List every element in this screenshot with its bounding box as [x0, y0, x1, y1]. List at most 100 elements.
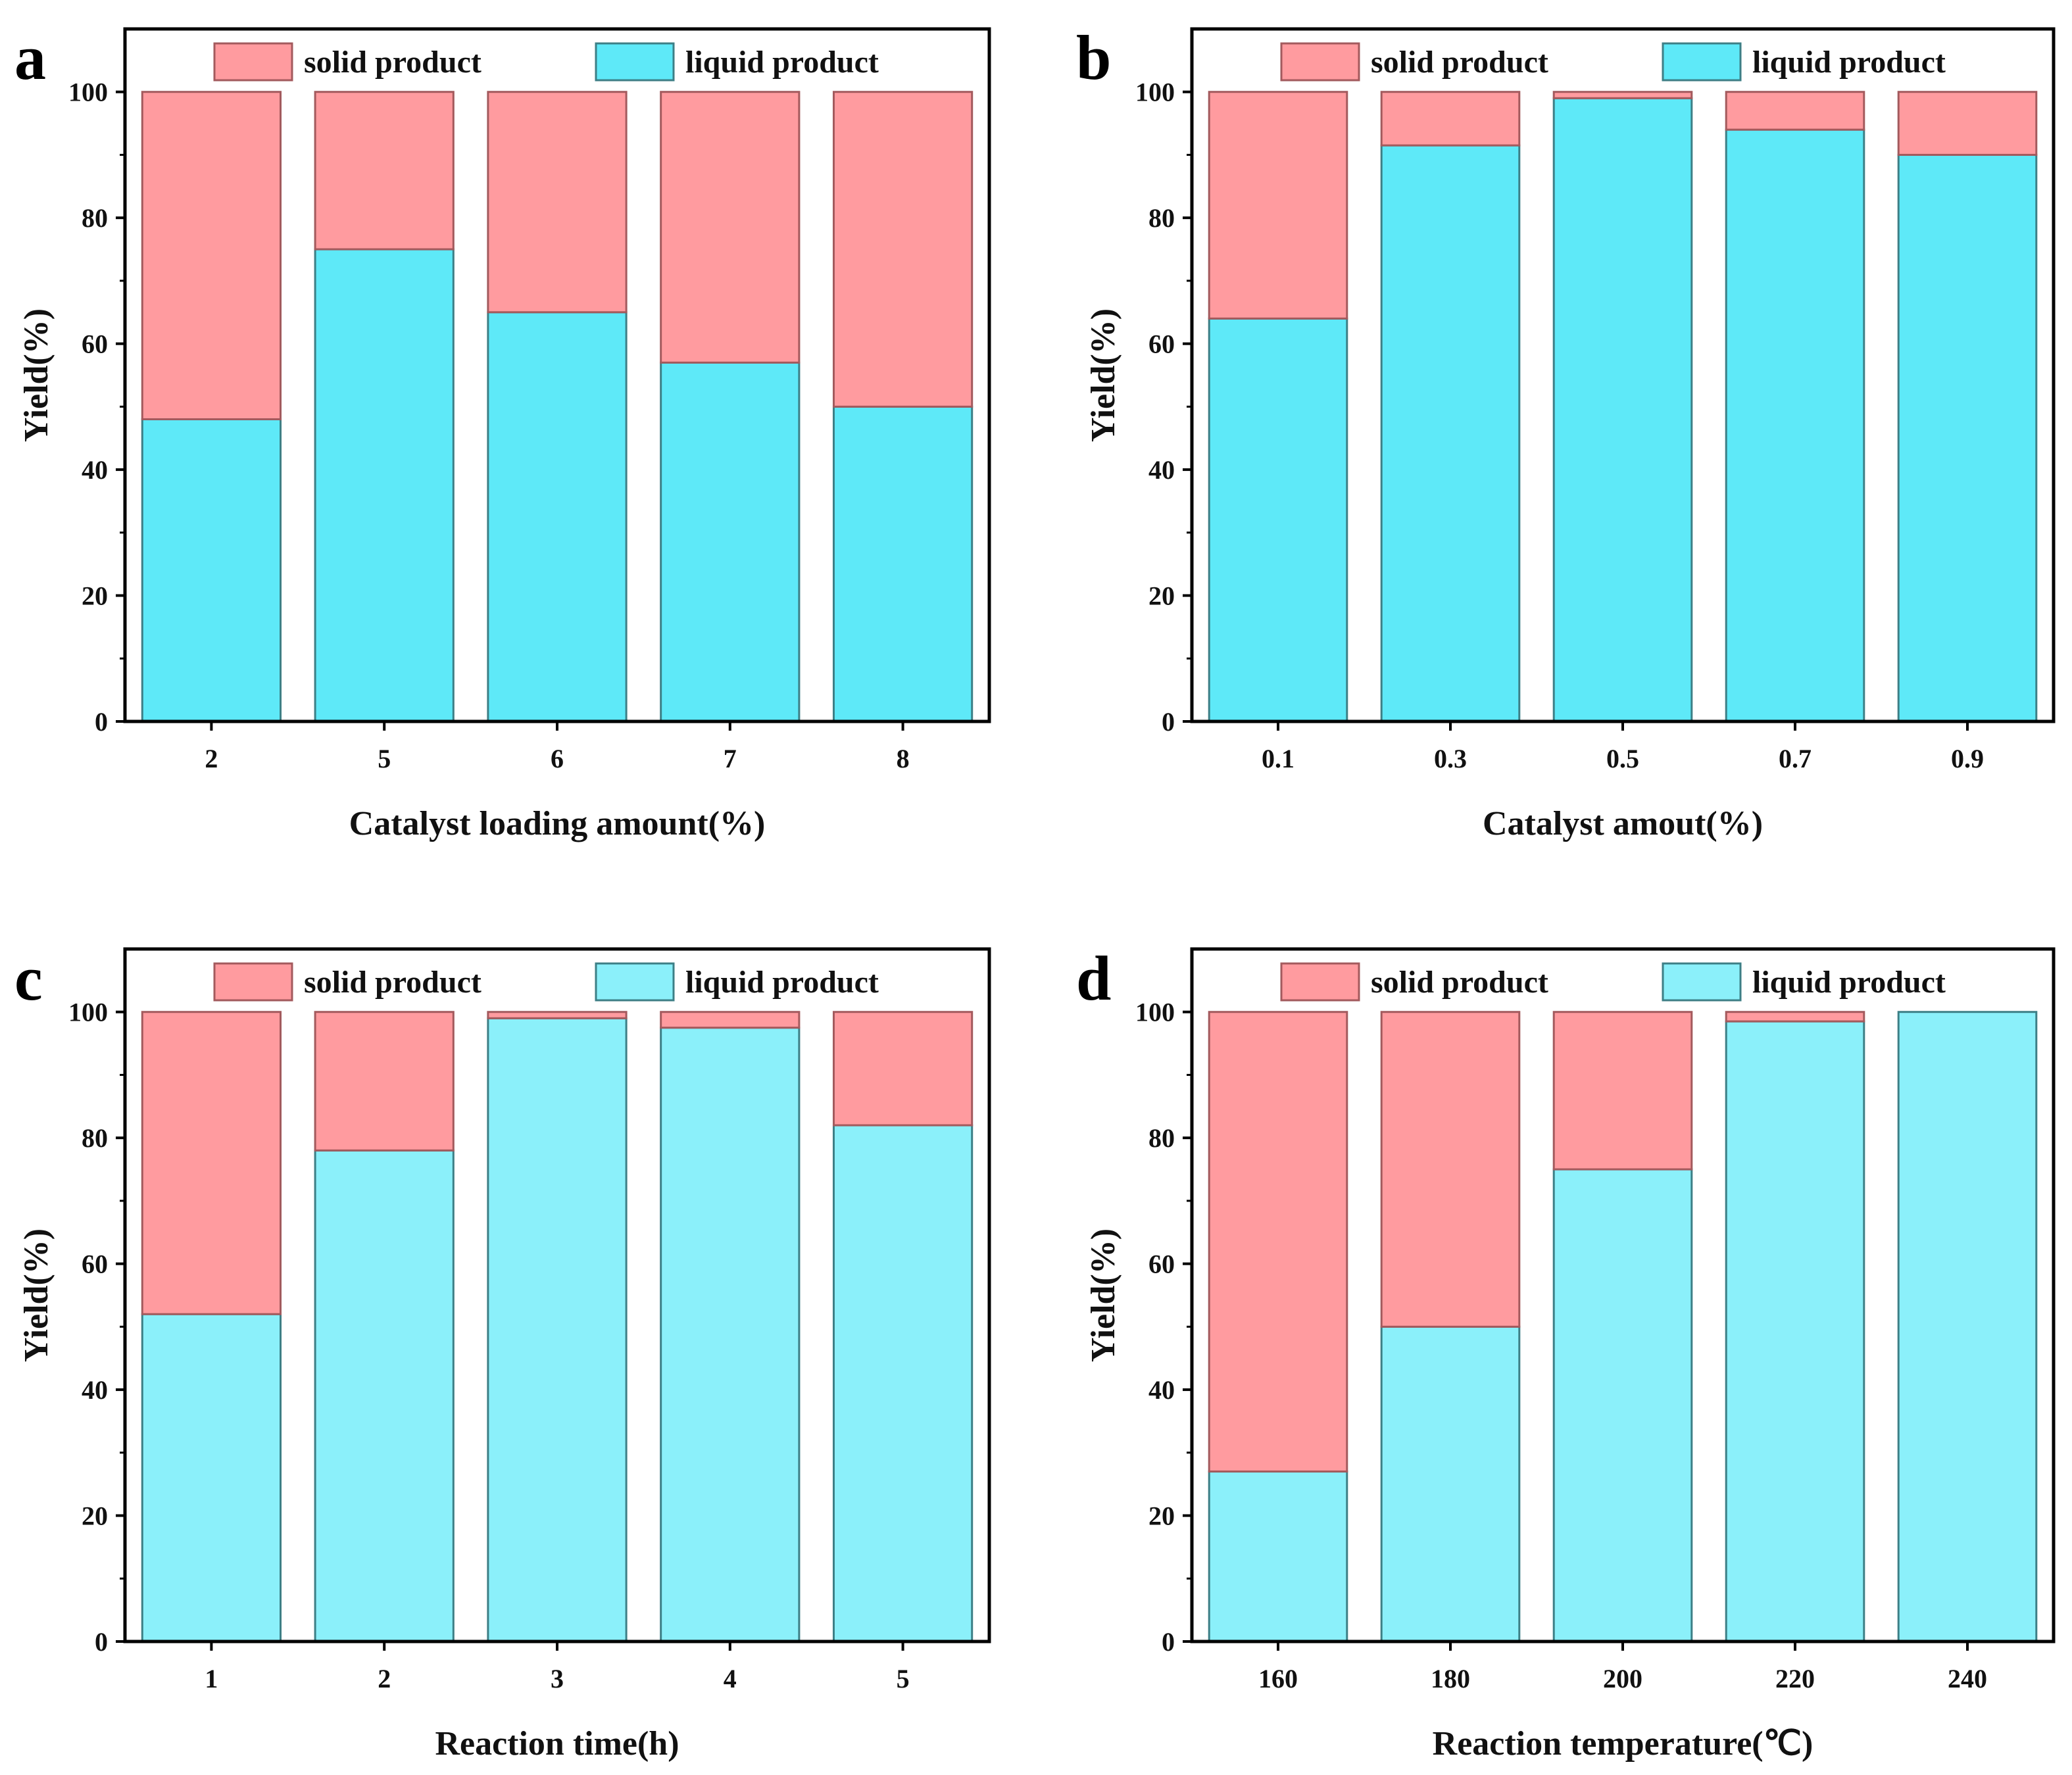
bar-liquid-5	[832, 1124, 974, 1643]
bar-liquid-1	[141, 1313, 282, 1643]
bar-liquid-5	[314, 248, 455, 723]
bar-liquid-0.3	[1380, 144, 1521, 723]
bar-solid-7	[660, 91, 801, 364]
bar-solid-6	[487, 91, 628, 314]
panel-label: c	[14, 943, 43, 1013]
y-tick-label: 40	[1148, 455, 1175, 485]
x-tick-label: 0.3	[1434, 744, 1467, 773]
bar-liquid-160	[1208, 1471, 1348, 1643]
bar-liquid-8	[832, 405, 974, 723]
x-tick-label: 2	[378, 1664, 391, 1693]
bar-liquid-200	[1552, 1168, 1693, 1643]
x-axis-title: Reaction time(h)	[435, 1725, 679, 1763]
panel-label: b	[1076, 22, 1111, 93]
x-tick-label: 0.1	[1262, 744, 1295, 773]
x-axis-title: Catalyst amout(%)	[1483, 805, 1763, 842]
bar-solid-0.1	[1208, 91, 1348, 320]
bar-liquid-180	[1380, 1325, 1521, 1643]
x-tick-label: 6	[551, 744, 564, 773]
bar-solid-200	[1552, 1011, 1693, 1171]
legend-swatch-solid	[213, 42, 293, 82]
y-tick-label: 0	[1162, 707, 1175, 737]
y-tick-label: 80	[82, 1123, 108, 1153]
y-tick-label: 100	[68, 998, 108, 1027]
bar-solid-5	[832, 1011, 974, 1127]
y-tick-label: 40	[82, 1375, 108, 1405]
bars	[1208, 1011, 2038, 1643]
y-tick-label: 60	[82, 329, 108, 359]
bar-solid-2	[141, 91, 282, 421]
y-axis-title: Yield(%)	[18, 1228, 55, 1362]
bar-liquid-0.9	[1897, 153, 2038, 723]
y-tick-label: 100	[1135, 78, 1175, 107]
bar-solid-5	[314, 91, 455, 251]
y-axis-title: Yield(%)	[18, 308, 55, 442]
y-tick-label: 20	[1148, 1501, 1175, 1531]
bar-liquid-3	[487, 1017, 628, 1643]
x-tick-label: 7	[724, 744, 737, 773]
y-tick-label: 0	[1162, 1627, 1175, 1657]
bar-solid-0.3	[1380, 91, 1521, 147]
y-tick-label: 60	[82, 1250, 108, 1279]
bar-liquid-4	[660, 1027, 801, 1643]
bar-solid-3	[487, 1011, 628, 1019]
plot-frame	[123, 27, 991, 723]
y-tick-label: 0	[95, 1627, 108, 1657]
bar-solid-1	[141, 1011, 282, 1315]
y-tick-label: 40	[82, 455, 108, 485]
x-tick-label: 0.5	[1606, 744, 1639, 773]
x-tick-label: 0.9	[1951, 744, 1984, 773]
x-tick-label: 1	[205, 1664, 218, 1693]
y-tick-label: 80	[82, 203, 108, 233]
legend-label-solid: solid product	[304, 965, 481, 1000]
legend-label-liquid: liquid product	[1752, 965, 1946, 1000]
y-tick-label: 80	[1148, 1123, 1175, 1153]
bar-liquid-2	[141, 418, 282, 723]
panel-label: d	[1076, 943, 1111, 1013]
chart-panel-c: c 1 2 3 4 5 0 20 40 60 80 100 Reaction time(h) Yield(…	[14, 943, 991, 1763]
x-tick-label: 2	[205, 744, 218, 773]
x-tick-label: 220	[1775, 1664, 1815, 1693]
bar-solid-2	[314, 1011, 455, 1152]
bar-solid-0.5	[1552, 91, 1693, 99]
x-tick-label: 8	[897, 744, 910, 773]
bar-liquid-240	[1897, 1011, 2038, 1643]
legend-swatch-solid	[1280, 42, 1360, 82]
x-tick-label: 240	[1948, 1664, 1987, 1693]
legend-swatch-solid	[213, 962, 293, 1002]
y-tick-label: 60	[1148, 329, 1175, 359]
legend-swatch-solid	[1280, 962, 1360, 1002]
legend-label-solid: solid product	[304, 45, 481, 80]
plot-frame	[1190, 27, 2056, 723]
bar-solid-220	[1725, 1011, 1865, 1023]
bar-liquid-0.5	[1552, 97, 1693, 723]
x-axis-title: Catalyst loading amount(%)	[349, 805, 766, 842]
legend-label-solid: solid product	[1371, 965, 1548, 1000]
y-tick-label: 60	[1148, 1250, 1175, 1279]
bar-solid-8	[832, 91, 974, 408]
legend-swatch-liquid	[595, 962, 675, 1002]
bar-liquid-6	[487, 311, 628, 723]
legend: solid product liquid product	[213, 962, 879, 1002]
y-tick-label: 0	[95, 707, 108, 737]
chart-panel-d: d 160 180 200 220 240 0 20 40 60 80 100 Reaction tem…	[1076, 943, 2056, 1763]
legend-swatch-liquid	[1662, 42, 1742, 82]
plot-frame	[1190, 947, 2056, 1643]
legend-label-solid: solid product	[1371, 45, 1548, 80]
bar-solid-0.7	[1725, 91, 1865, 131]
x-tick-label: 160	[1258, 1664, 1298, 1693]
y-tick-label: 100	[68, 78, 108, 107]
y-tick-label: 20	[82, 1501, 108, 1531]
y-tick-label: 20	[82, 581, 108, 611]
x-tick-label: 5	[897, 1664, 910, 1693]
panel-label: a	[14, 22, 46, 93]
x-tick-label: 4	[724, 1664, 737, 1693]
bar-liquid-220	[1725, 1020, 1865, 1643]
x-tick-label: 3	[551, 1664, 564, 1693]
bar-liquid-0.1	[1208, 317, 1348, 723]
bar-solid-160	[1208, 1011, 1348, 1473]
legend-swatch-liquid	[595, 42, 675, 82]
legend: solid product liquid product	[1280, 42, 1946, 82]
